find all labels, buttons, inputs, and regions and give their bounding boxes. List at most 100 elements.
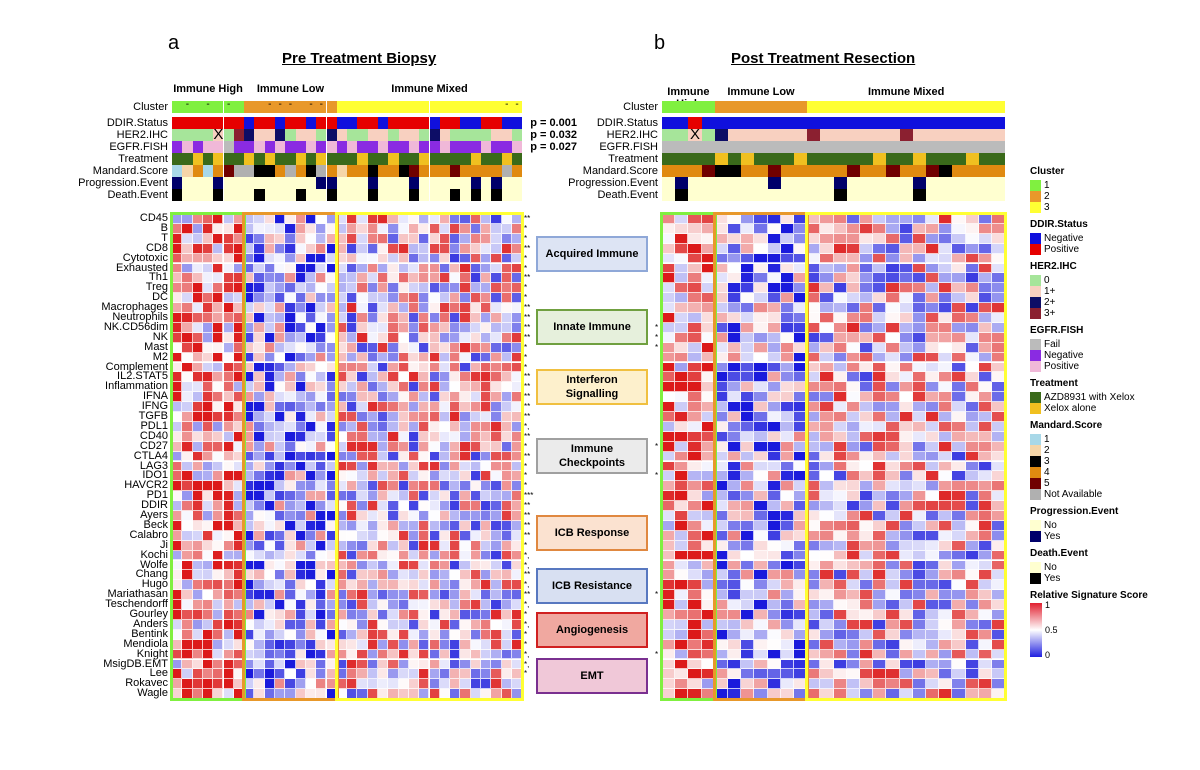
legend-swatch	[1030, 244, 1041, 255]
legend-label: Negative	[1044, 233, 1084, 244]
annotation-cell	[701, 177, 715, 189]
heatmap-cell	[182, 283, 193, 294]
heatmap-cell	[357, 223, 368, 234]
heatmap-cell	[275, 342, 286, 353]
heatmap-cell	[305, 223, 317, 234]
legend-title: EGFR.FISH	[1030, 325, 1084, 336]
heatmap-cell	[295, 313, 306, 323]
legend-label: 3	[1044, 456, 1050, 467]
cluster-cell	[767, 101, 781, 113]
heatmap-cell	[460, 332, 471, 343]
annotation-cell	[450, 165, 461, 177]
heatmap-cell	[285, 273, 296, 284]
heatmap-cell	[388, 233, 399, 244]
heatmap-cell	[388, 293, 399, 304]
heatmap-cell	[491, 322, 502, 333]
heatmap-cell	[367, 263, 378, 274]
annotation-cell	[213, 153, 224, 165]
annotation-cell	[450, 141, 461, 153]
cluster-cell	[714, 101, 728, 113]
heatmap-cell	[439, 322, 451, 333]
cluster-frame	[805, 212, 1008, 702]
heatmap-cell	[305, 303, 317, 313]
annotation-cell	[481, 153, 492, 165]
heatmap-cell	[347, 313, 358, 323]
legend-swatch	[1030, 520, 1041, 531]
annotation-cell	[223, 177, 234, 189]
annotation-cell	[357, 177, 368, 189]
heatmap-cell	[336, 273, 348, 284]
annotation-cell	[899, 177, 913, 189]
annotation-cell	[741, 129, 755, 141]
annotation-cell	[275, 177, 286, 189]
heatmap-cell	[429, 322, 440, 333]
significance-mark: **	[524, 530, 531, 540]
heatmap-cell	[439, 243, 451, 254]
heatmap-cell	[244, 214, 255, 224]
heatmap-cell	[470, 303, 481, 313]
heatmap-cell	[398, 303, 409, 313]
significance-mark: *,	[524, 649, 530, 659]
annotation-cell	[254, 117, 265, 129]
annotation-cell	[470, 129, 481, 141]
heatmap-cell	[388, 263, 399, 274]
legend-swatch	[1030, 478, 1041, 489]
heatmap-cell	[305, 313, 317, 323]
annotation-cell	[701, 189, 715, 201]
heatmap-cell	[357, 273, 368, 284]
heatmap-cell	[285, 342, 296, 353]
annotation-cell	[182, 189, 193, 201]
heatmap-cell	[254, 342, 265, 353]
heatmap-cell	[285, 243, 296, 254]
annotation-label: Cluster	[623, 101, 658, 113]
legend-swatch	[1030, 233, 1041, 244]
cluster-dash: -	[268, 99, 272, 110]
cluster-cell	[408, 101, 420, 113]
annotation-cell	[408, 189, 420, 201]
significance-mark: *	[524, 639, 528, 649]
annotation-cell	[820, 177, 834, 189]
annotation-cell	[873, 141, 887, 153]
heatmap-cell	[295, 293, 306, 304]
annotation-cell	[336, 189, 348, 201]
significance-mark: **	[524, 382, 531, 392]
annotation-cell	[780, 141, 794, 153]
annotation-label: Progression.Event	[568, 177, 658, 189]
heatmap-cell	[429, 332, 440, 343]
legend-swatch	[1030, 361, 1041, 372]
heatmap-cell	[439, 293, 451, 304]
annotation-cell	[347, 141, 358, 153]
significance-mark: *	[524, 233, 528, 243]
heatmap-cell	[275, 243, 286, 254]
heatmap-cell	[336, 233, 348, 244]
annotation-label: Death.Event	[107, 189, 168, 201]
annotation-cell	[741, 141, 755, 153]
heatmap-cell	[275, 313, 286, 323]
annotation-cell	[233, 165, 245, 177]
annotation-cell	[202, 165, 214, 177]
cluster-cell	[952, 101, 966, 113]
annotation-cell	[501, 189, 512, 201]
heatmap-cell	[305, 263, 317, 274]
annotation-cell	[233, 129, 245, 141]
annotation-cell	[244, 153, 255, 165]
annotation-cell	[347, 189, 358, 201]
annotation-cell	[264, 117, 275, 129]
heatmap-cell	[264, 263, 275, 274]
heatmap-cell	[285, 303, 296, 313]
legend-label: AZD8931 with Xelox	[1044, 392, 1135, 403]
annotation-cell	[254, 141, 265, 153]
annotation-cell	[305, 165, 317, 177]
annotation-cell	[846, 117, 860, 129]
legend-swatch	[1030, 467, 1041, 478]
heatmap-cell	[357, 214, 368, 224]
heatmap-cell	[285, 214, 296, 224]
heatmap-cell	[481, 253, 492, 264]
annotation-cell	[285, 177, 296, 189]
annotation-cell	[172, 189, 183, 201]
cluster-cell	[688, 101, 702, 113]
annotation-cell	[481, 129, 492, 141]
annotation-cell	[264, 141, 275, 153]
heatmap-cell	[244, 313, 255, 323]
annotation-cell	[714, 141, 728, 153]
